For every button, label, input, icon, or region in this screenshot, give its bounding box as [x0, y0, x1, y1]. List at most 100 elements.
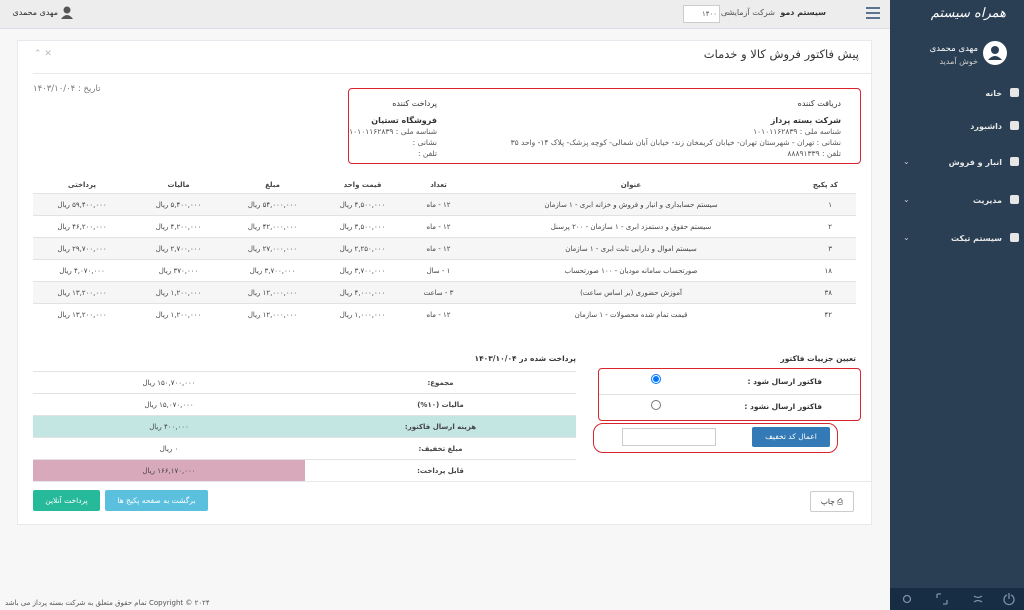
options-heading: تعیین جزییات فاکتور	[780, 354, 856, 363]
item-cell: ۳,۷۰۰,۰۰۰ ریال	[319, 259, 406, 282]
item-cell: ۱,۲۰۰,۰۰۰ ریال	[131, 303, 226, 325]
options-divider	[599, 394, 860, 395]
receiver-id: شناسه ملی : ۱۰۱۰۱۱۶۲۸۳۹	[753, 127, 841, 136]
item-cell: ۴,۲۰۰,۰۰۰ ریال	[131, 215, 226, 238]
item-cell: ۱۲,۰۰۰,۰۰۰ ریال	[226, 281, 319, 304]
payer-heading: پرداخت کننده	[392, 99, 437, 108]
menu-item[interactable]: مدیریت ⌄	[890, 194, 1024, 210]
item-cell: ۴۲	[791, 303, 856, 325]
payer-phone: تلفن :	[418, 149, 437, 158]
panel-tools[interactable]: ⌃ ✕	[34, 49, 52, 59]
send-radio[interactable]	[651, 374, 661, 384]
top-user[interactable]: مهدی محمدی	[12, 8, 58, 17]
item-cell: ۴۶,۲۰۰,۰۰۰ ریال	[33, 215, 131, 238]
receiver-name: شرکت بسته پرداز	[770, 116, 841, 125]
date: تاریخ : ۱۴۰۳/۱۰/۰۴	[33, 84, 101, 94]
summary-label: مالیات (۱۰%)	[305, 393, 576, 416]
panel: پیش فاکتور فروش کالا و خدمات ⌃ ✕ تاریخ :…	[17, 40, 872, 525]
user-name: مهدی محمدی	[929, 44, 978, 54]
print-label: چاپ	[820, 497, 835, 506]
item-cell: ۵۹,۴۰۰,۰۰۰ ریال	[33, 193, 131, 216]
summary-label: مبلغ تخفیف:	[305, 437, 576, 460]
actions-divider	[33, 481, 871, 482]
summary-row: مبلغ تخفیف: ۰ ریال	[33, 437, 576, 460]
year: ۱۴۰۰	[701, 10, 717, 18]
column-header: پرداختی	[68, 180, 96, 189]
item-cell: ۱۲ - ماه	[406, 303, 471, 325]
column-header: قیمت واحد	[343, 180, 382, 189]
footer-icons[interactable]	[890, 588, 1024, 610]
menu-label: سیستم تیکت	[951, 234, 1002, 243]
column-header: کد پکیج	[812, 180, 838, 189]
summary-label: هزینه ارسال فاکتور:	[305, 415, 576, 438]
year-select[interactable]: ۱۴۰۰	[683, 5, 720, 23]
menu-item[interactable]: داشبورد	[890, 120, 1024, 136]
payer-id: شناسه ملی : ۱۰۱۰۱۱۶۲۸۳۹	[349, 127, 437, 136]
item-row: ۳ سیستم اموال و دارایی ثابت ابری - ۱ سازم…	[33, 237, 856, 260]
column-header: مالیات	[167, 180, 190, 189]
item-cell: صورتحساب سامانه مودیان - ۱۰۰ صورتحساب	[471, 259, 791, 282]
summary-row: هزینه ارسال فاکتور: ۴۰۰,۰۰۰ ریال	[33, 415, 576, 438]
hamburger[interactable]	[866, 7, 880, 19]
menu-chevron: ⌄	[903, 157, 910, 166]
pay-button[interactable]: پرداخت آنلاین	[33, 490, 100, 511]
payer-name: فروشگاه تستیان	[371, 116, 437, 125]
item-cell: ۴,۰۰۰,۰۰۰ ریال	[319, 281, 406, 304]
footer-text: Copyright © ۲۰۲۴ تمام حقوق متعلق به شرکت…	[5, 599, 210, 607]
menu-item[interactable]: سیستم تیکت ⌄	[890, 232, 1024, 248]
menu-icon	[1010, 195, 1019, 204]
item-cell: سیستم حقوق و دستمزد ابری - ۱ سازمان - ۲۰…	[471, 215, 791, 238]
summary-value: ۴۰۰,۰۰۰ ریال	[33, 415, 305, 438]
send-label: فاکتور ارسال شود :	[747, 377, 822, 386]
menu-item[interactable]: انبار و فروش ⌄	[890, 156, 1024, 172]
receiver-heading: دریافت کننده	[797, 99, 841, 108]
menu-label: انبار و فروش	[948, 158, 1002, 167]
item-cell: ۵۴,۰۰۰,۰۰۰ ریال	[226, 193, 319, 216]
item-cell: آموزش حضوری (بر اساس ساعت)	[471, 281, 791, 304]
item-cell: ۳۸	[791, 281, 856, 304]
print-button[interactable]: چاپ ⎙	[810, 491, 854, 512]
menu-item[interactable]: خانه	[890, 87, 1024, 103]
item-cell: ۱۲ - ماه	[406, 193, 471, 216]
parties-box	[348, 88, 861, 164]
no-send-radio[interactable]	[651, 400, 661, 410]
receiver-address: نشانی : تهران - شهرستان تهران- خیابان کر…	[510, 138, 841, 147]
discount-input[interactable]	[622, 428, 716, 446]
item-cell: ۱۳,۲۰۰,۰۰۰ ریال	[33, 281, 131, 304]
item-cell: ۳,۵۰۰,۰۰۰ ریال	[319, 215, 406, 238]
item-cell: ۲,۲۵۰,۰۰۰ ریال	[319, 237, 406, 260]
column-header: عنوان	[620, 180, 642, 189]
receiver-phone: تلفن : ۸۸۸۹۱۳۳۹	[787, 149, 841, 158]
item-cell: ۱۳,۲۰۰,۰۰۰ ریال	[33, 303, 131, 325]
no-send-label: فاکتور ارسال نشود :	[744, 402, 822, 411]
item-cell: ۱,۲۰۰,۰۰۰ ریال	[131, 281, 226, 304]
item-cell: ۴۲,۰۰۰,۰۰۰ ریال	[226, 215, 319, 238]
item-cell: سیستم اموال و دارایی ثابت ابری - ۱ سازما…	[471, 237, 791, 260]
item-cell: ۲	[791, 215, 856, 238]
footer: Copyright © ۲۰۲۴ تمام حقوق متعلق به شرکت…	[5, 599, 210, 607]
summary-label: مجموع:	[305, 371, 576, 394]
summary-row: قابل پرداخت: ۱۶۶,۱۷۰,۰۰۰ ریال	[33, 459, 576, 481]
item-cell: ۲,۷۰۰,۰۰۰ ریال	[131, 237, 226, 260]
discount-button[interactable]: اعمال کد تخفیف	[752, 427, 830, 447]
item-row: ۴۲ قیمت تمام شده محصولات - ۱ سازمان ۱۲ - م…	[33, 303, 856, 325]
back-button[interactable]: برگشت به صفحه پکیج ها	[105, 490, 208, 511]
panel-divider	[33, 73, 871, 74]
summary-value: ۱۵۰,۷۰۰,۰۰۰ ریال	[33, 371, 305, 394]
menu-label: داشبورد	[970, 122, 1002, 131]
item-row: ۲ سیستم حقوق و دستمزد ابری - ۱ سازمان - ۲…	[33, 215, 856, 238]
summary-row: مالیات (۱۰%) ۱۵,۰۷۰,۰۰۰ ریال	[33, 393, 576, 416]
panel-title: پیش فاکتور فروش کالا و خدمات	[703, 47, 859, 61]
item-row: ۱ سیستم حسابداری و انبار و فروش و خزانه ا…	[33, 193, 856, 216]
menu-label: مدیریت	[972, 196, 1002, 205]
item-cell: قیمت تمام شده محصولات - ۱ سازمان	[471, 303, 791, 325]
item-cell: ۱۸	[791, 259, 856, 282]
item-cell: ۳ - ساعت	[406, 281, 471, 304]
footer-bar	[890, 588, 1024, 610]
menu-icon	[1010, 88, 1019, 97]
summary-row: مجموع: ۱۵۰,۷۰۰,۰۰۰ ریال	[33, 371, 576, 394]
menu-icon	[1010, 233, 1019, 242]
item-cell: ۱۲ - ماه	[406, 215, 471, 238]
menu-icon	[1010, 121, 1019, 130]
